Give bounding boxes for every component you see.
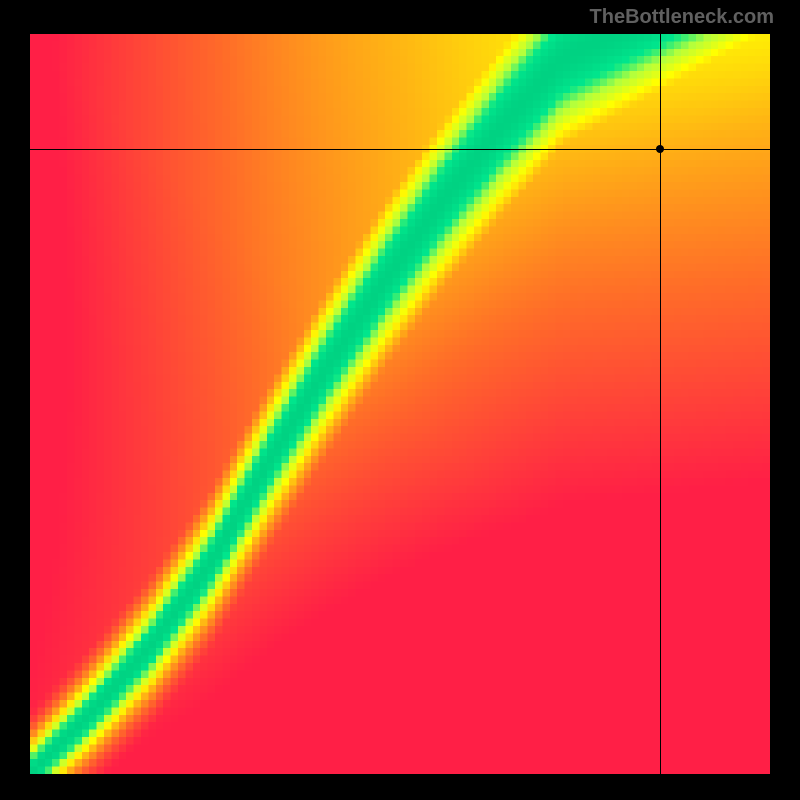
chart-container: { "watermark": "TheBottleneck.com", "wat… bbox=[0, 0, 800, 800]
watermark-text: TheBottleneck.com bbox=[590, 6, 774, 29]
crosshair-point bbox=[656, 145, 664, 153]
